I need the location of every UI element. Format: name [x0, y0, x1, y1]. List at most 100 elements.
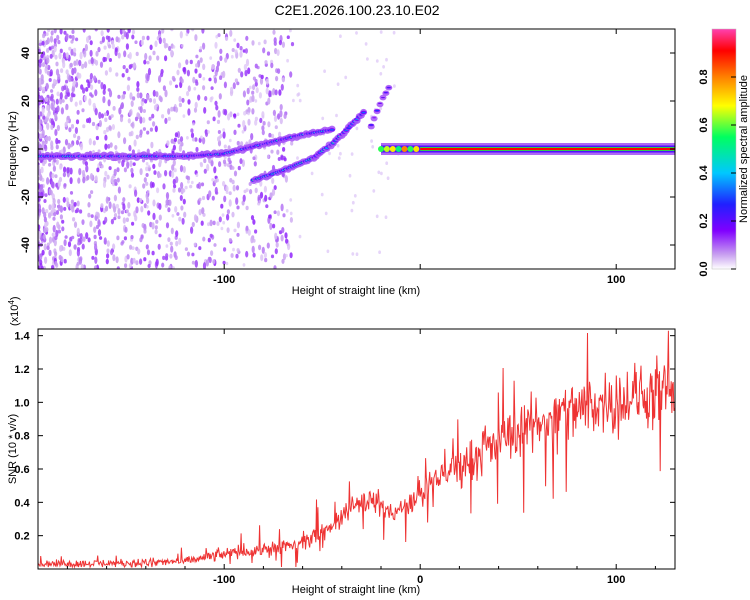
- noise-speckle: [108, 125, 112, 131]
- noise-speckle: [152, 199, 156, 207]
- noise-speckle: [206, 163, 210, 172]
- noise-speckle: [384, 215, 388, 219]
- noise-speckle: [161, 29, 165, 34]
- noise-speckle: [195, 146, 199, 153]
- noise-speckle: [117, 52, 121, 59]
- noise-speckle: [392, 30, 396, 35]
- noise-speckle: [131, 34, 135, 40]
- noise-speckle: [89, 40, 93, 46]
- noise-speckle: [339, 151, 342, 156]
- noise-speckle: [173, 184, 177, 189]
- noise-speckle: [230, 54, 234, 59]
- noise-speckle: [216, 221, 220, 226]
- noise-speckle: [38, 123, 41, 130]
- noise-speckle: [69, 191, 74, 195]
- noise-speckle: [44, 145, 48, 152]
- noise-speckle: [68, 75, 72, 83]
- noise-speckle: [42, 115, 46, 120]
- noise-speckle: [276, 149, 280, 155]
- noise-speckle: [71, 235, 75, 240]
- noise-speckle: [174, 206, 178, 213]
- noise-speckle: [74, 101, 78, 107]
- noise-speckle: [102, 181, 107, 188]
- noise-speckle: [251, 108, 255, 115]
- snr-frame: [37, 328, 676, 570]
- colorbar-gradient: [712, 29, 736, 269]
- noise-speckle: [199, 161, 203, 166]
- noise-speckle: [230, 253, 234, 258]
- noise-speckle: [280, 203, 284, 212]
- noise-speckle: [351, 200, 355, 205]
- noise-speckle: [371, 145, 375, 149]
- noise-speckle: [107, 44, 112, 49]
- noise-speckle: [154, 125, 158, 133]
- noise-speckle: [224, 57, 228, 63]
- noise-speckle: [240, 71, 244, 78]
- noise-speckle: [51, 173, 55, 179]
- noise-speckle: [185, 175, 189, 180]
- snr-series-line: [38, 330, 675, 569]
- noise-speckle: [62, 61, 66, 69]
- noise-speckle: [152, 98, 157, 104]
- noise-speckle: [90, 214, 94, 219]
- noise-speckle: [375, 59, 379, 63]
- noise-speckle: [284, 175, 288, 183]
- noise-speckle: [232, 247, 235, 252]
- upper-fragment-core: [375, 110, 380, 112]
- noise-speckle: [220, 203, 224, 209]
- noise-speckle: [111, 43, 115, 50]
- noise-speckle: [128, 52, 132, 60]
- colorbar: 0.0 0.2 0.4 0.6 0.8 Normalized spectral …: [698, 28, 750, 277]
- noise-speckle: [69, 143, 73, 148]
- noise-speckle: [274, 47, 278, 55]
- noise-speckle: [50, 102, 54, 110]
- noise-speckle: [194, 34, 198, 42]
- noise-speckle: [154, 40, 158, 48]
- snr-ytick-label-0.6: 0.6: [14, 464, 29, 476]
- noise-speckle: [139, 168, 143, 176]
- noise-speckle: [68, 46, 72, 51]
- snr-ytick-label-0.8: 0.8: [14, 431, 29, 443]
- noise-speckle: [68, 127, 72, 133]
- noise-speckle: [177, 187, 182, 193]
- noise-speckle: [280, 234, 284, 242]
- noise-speckle: [172, 45, 176, 49]
- noise-speckle: [264, 60, 268, 65]
- noise-speckle: [176, 131, 181, 139]
- noise-speckle: [242, 90, 246, 98]
- noise-speckle: [257, 41, 261, 46]
- noise-speckle: [162, 85, 166, 91]
- noise-speckle: [39, 86, 43, 91]
- snr-xtick-label-0: 0: [417, 574, 423, 586]
- noise-speckle: [127, 76, 131, 81]
- noise-speckle: [61, 219, 65, 224]
- noise-speckle: [206, 120, 210, 125]
- noise-speckle: [170, 29, 174, 32]
- noise-speckle: [121, 29, 125, 34]
- noise-speckle: [240, 141, 244, 147]
- noise-speckle: [78, 59, 82, 67]
- noise-speckle: [271, 177, 275, 184]
- noise-speckle: [130, 257, 134, 265]
- noise-speckle: [38, 77, 42, 82]
- noise-speckle: [87, 212, 91, 218]
- noise-speckle: [269, 192, 273, 199]
- noise-speckle: [193, 242, 197, 247]
- noise-speckle: [139, 92, 143, 99]
- noise-speckle: [174, 84, 179, 89]
- noise-speckle: [210, 250, 214, 256]
- upper-fragment-core: [372, 117, 377, 119]
- snr-xtick-label-neg100: -100: [213, 574, 235, 586]
- noise-speckle: [122, 93, 126, 100]
- noise-speckle: [214, 41, 218, 49]
- noise-speckle: [185, 59, 189, 65]
- noise-speckle: [209, 233, 213, 238]
- noise-speckle: [85, 232, 89, 240]
- spec-ytick-label-20: 20: [20, 95, 32, 107]
- noise-speckle: [152, 89, 156, 97]
- noise-speckle: [269, 222, 273, 230]
- noise-speckle: [217, 33, 221, 38]
- spec-x-axis-label: Height of straight line (km): [292, 285, 420, 297]
- noise-speckle: [184, 185, 188, 190]
- noise-speckle: [180, 78, 184, 84]
